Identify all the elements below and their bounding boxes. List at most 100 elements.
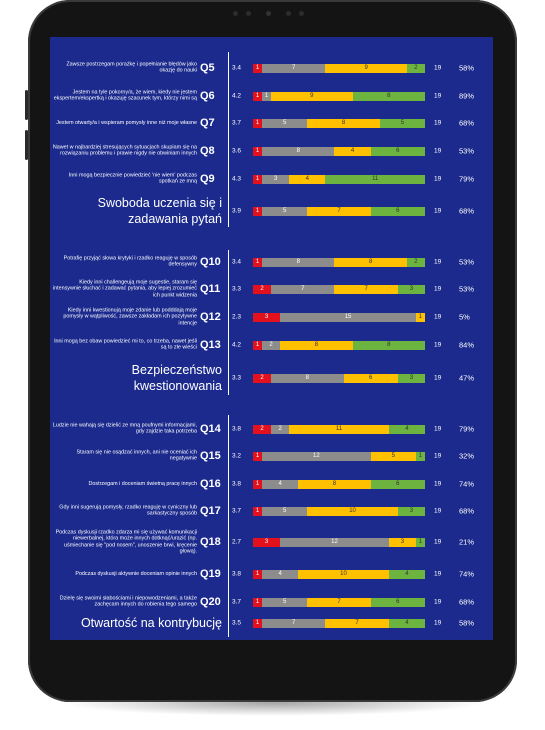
- bar-segment: 11: [289, 424, 389, 434]
- question-label: Q11: [200, 283, 221, 295]
- percent: 58%: [459, 618, 475, 628]
- section-divider: [228, 250, 229, 395]
- respondent-count: 19: [434, 507, 442, 515]
- bar-segment: 3: [253, 312, 281, 322]
- bar-segment: 2: [406, 63, 425, 73]
- question-label: Q9: [200, 173, 215, 185]
- mean-score: 3.4: [232, 64, 242, 72]
- mean-score: 4.2: [232, 92, 242, 100]
- bar-segment: 1: [415, 537, 425, 547]
- respondent-count: 19: [434, 207, 442, 215]
- bar-segment: 4: [388, 424, 425, 434]
- bar-segment: 5: [370, 451, 416, 461]
- bar-segment: 1: [253, 479, 263, 489]
- respondent-count: 19: [434, 480, 442, 488]
- mean-score: 3.5: [232, 619, 242, 627]
- mean-score: 3.4: [232, 258, 242, 266]
- bar-segment: 3: [262, 174, 290, 184]
- question-text: Gdy inni sugerują pomysły, rzadko reaguj…: [59, 504, 197, 517]
- bar-segment: 7: [262, 63, 326, 73]
- respondent-count: 19: [434, 619, 442, 627]
- bar-segment: 2: [262, 340, 281, 350]
- bar-segment: 12: [262, 451, 371, 461]
- mean-score: 3.7: [232, 598, 242, 606]
- section-divider: [228, 52, 229, 227]
- question-text: Podczas dyskusji aktywnie doceniam opini…: [75, 570, 197, 577]
- bar-segment: 1: [253, 146, 263, 156]
- percent: 58%: [459, 63, 475, 73]
- bar-segment: 1: [253, 63, 263, 73]
- bar-segment: 3: [397, 284, 425, 294]
- respondent-count: 19: [434, 341, 442, 349]
- bar-segment: 8: [352, 91, 425, 101]
- bar-segment: 5: [262, 506, 308, 516]
- bar-segment: 8: [334, 257, 407, 267]
- percent: 74%: [459, 569, 475, 579]
- bar-segment: 3: [397, 506, 425, 516]
- respondent-count: 19: [434, 175, 442, 183]
- question-text: Ludzie nie wahają się dzielić ze mną pou…: [52, 422, 197, 435]
- mean-score: 3.7: [232, 119, 242, 127]
- percent: 5%: [459, 312, 470, 322]
- bar-segment: 8: [352, 340, 425, 350]
- bar-segment: 8: [262, 146, 335, 156]
- bar-segment: 8: [298, 479, 371, 489]
- question-label: Q10: [200, 256, 221, 268]
- bar-segment: 4: [262, 479, 299, 489]
- mean-score: 3.9: [232, 207, 242, 215]
- mean-score: 3.8: [232, 425, 242, 433]
- respondent-count: 19: [434, 570, 442, 578]
- bar-segment: 1: [253, 569, 263, 579]
- bar-segment: 2: [253, 373, 272, 383]
- bar-segment: 1: [253, 340, 263, 350]
- percent: 53%: [459, 257, 475, 267]
- question-label: Q5: [200, 62, 215, 74]
- bar-segment: 5: [262, 118, 308, 128]
- question-text: Dostrzegam i doceniam świetną pracę inny…: [88, 480, 197, 487]
- section-divider: [228, 415, 229, 637]
- bar-segment: 3: [388, 537, 416, 547]
- bar-segment: 10: [307, 506, 398, 516]
- bar-segment: 4: [388, 569, 425, 579]
- bar-segment: 1: [253, 91, 263, 101]
- mean-score: 2.7: [232, 538, 242, 546]
- bar-segment: 1: [253, 451, 263, 461]
- question-label: Q7: [200, 117, 215, 129]
- section-title: Otwartość na kontrybucję: [80, 616, 222, 630]
- camera-dot: [233, 11, 238, 16]
- bar-segment: 6: [370, 146, 425, 156]
- respondent-count: 19: [434, 374, 442, 382]
- question-label: Q16: [200, 478, 221, 490]
- question-text: Inni mogą bez obaw powiedzieć mi to, co …: [54, 338, 197, 351]
- mean-score: 3.6: [232, 147, 242, 155]
- bar-segment: 1: [253, 174, 263, 184]
- mean-score: 3.3: [232, 374, 242, 382]
- bar-segment: 8: [307, 118, 380, 128]
- bar-segment: 12: [280, 537, 389, 547]
- percent: 53%: [459, 284, 475, 294]
- bar-segment: 9: [325, 63, 407, 73]
- respondent-count: 19: [434, 538, 442, 546]
- question-text: Inni mogą bezpiecznie powiedzieć 'nie wi…: [68, 172, 197, 185]
- bar-segment: 1: [415, 312, 425, 322]
- bar-segment: 7: [262, 618, 326, 628]
- bar-segment: 8: [271, 373, 344, 383]
- question-label: Q18: [200, 536, 221, 548]
- question-text: Staram się nie osądzać innych, ani nie o…: [76, 449, 197, 462]
- percent: 79%: [459, 174, 475, 184]
- side-button: [25, 130, 28, 160]
- question-label: Q12: [200, 311, 221, 323]
- bar-segment: 2: [253, 284, 272, 294]
- section-title: Bezpieczeństwo kwestionowania: [131, 363, 222, 393]
- bar-segment: 6: [370, 597, 425, 607]
- mean-score: 3.2: [232, 452, 242, 460]
- question-text: Kiedy inni challengeują moje sugestie, s…: [52, 279, 197, 299]
- percent: 68%: [459, 206, 475, 216]
- mean-score: 3.7: [232, 507, 242, 515]
- bar-segment: 1: [253, 118, 263, 128]
- respondent-count: 19: [434, 258, 442, 266]
- mean-score: 4.2: [232, 341, 242, 349]
- bar-segment: 5: [262, 597, 308, 607]
- respondent-count: 19: [434, 64, 442, 72]
